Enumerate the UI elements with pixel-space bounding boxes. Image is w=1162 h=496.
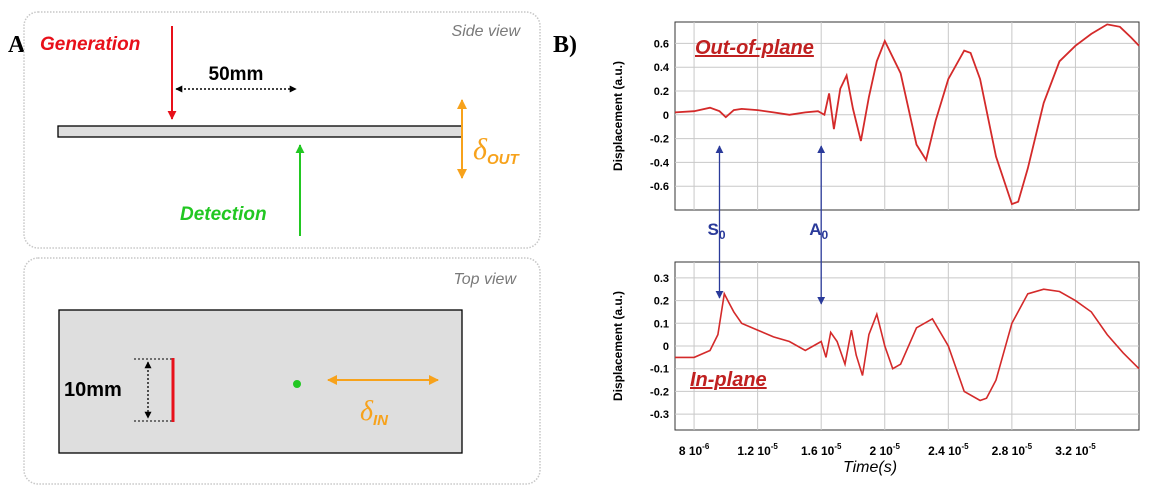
in-plane-yticks: 0.3 0.2 0.1 0 -0.1 -0.2 -0.3: [650, 273, 669, 421]
x-tick-label: 8 10-6: [679, 442, 710, 458]
y-tick-label: 0.6: [654, 38, 669, 50]
panel-a: A) Side view Generation 50mm δOUT Detect…: [8, 11, 541, 485]
delta-out-label: δOUT: [473, 133, 520, 168]
out-of-plane-title: Out-of-plane: [695, 37, 814, 59]
delta-in-label: δIN: [360, 396, 389, 429]
time-axis-ticks: 8 10-6 1.2 10-5 1.6 10-5 2 10-5 2.4 10-5 2.8 …: [679, 442, 1096, 458]
y-tick-label: 0.2: [654, 86, 669, 98]
x-tick-label: 1.6 10-5: [801, 442, 842, 458]
wave-markers: S0 A0: [707, 145, 828, 305]
in-plane-trace: [675, 288, 1140, 402]
y-tick-label: 0: [663, 110, 669, 122]
side-view-title: Side view: [452, 23, 522, 40]
y-tick-label: 0.4: [654, 62, 670, 74]
s0-label: S0: [707, 220, 725, 242]
y-tick-label: -0.4: [650, 157, 670, 169]
detection-point: [293, 380, 301, 388]
side-view: Side view Generation 50mm δOUT Detection: [23, 11, 541, 249]
top-view-title: Top view: [453, 271, 517, 288]
plate-side: [57, 125, 463, 138]
y-tick-label: 0.1: [654, 318, 669, 330]
out-of-plane-trace: [674, 23, 1140, 206]
y-tick-label: -0.6: [650, 181, 669, 193]
out-of-plane-plot-area: [674, 21, 1140, 211]
time-axis-label: Time(s): [843, 459, 897, 476]
detection-label: Detection: [180, 204, 267, 225]
x-tick-label: 1.2 10-5: [737, 442, 778, 458]
x-tick-label: 3.2 10-5: [1055, 442, 1096, 458]
x-tick-label: 2.4 10-5: [928, 442, 969, 458]
out-of-plane-yticks: 0.6 0.4 0.2 0 -0.2 -0.4 -0.6: [650, 38, 670, 193]
distance-label: 50mm: [209, 64, 264, 85]
generation-label: Generation: [40, 34, 140, 55]
y-tick-label: 0.3: [654, 273, 669, 285]
y-tick-label: 0: [663, 341, 669, 353]
y-tick-label: -0.2: [650, 386, 669, 398]
length-label: 10mm: [64, 379, 122, 401]
top-view: Top view 10mm δIN: [23, 257, 541, 485]
out-of-plane-chart: 0.6 0.4 0.2 0 -0.2 -0.4 -0.6 Out-of-plane Disp…: [611, 21, 1140, 211]
panel-b: B) 0.6 0.4 0.2 0 -0.2 -0.4 -0.6 Out-of-plane D…: [553, 21, 1140, 476]
panel-b-label: B): [553, 32, 577, 58]
out-of-plane-ylabel: Displacement (a.u.): [611, 61, 625, 171]
y-tick-label: -0.3: [650, 409, 669, 421]
in-plane-ylabel: Displacement (a.u.): [611, 291, 625, 401]
in-plane-title: In-plane: [690, 369, 767, 391]
x-tick-label: 2.8 10-5: [992, 442, 1033, 458]
out-of-plane-grid: [675, 22, 1139, 210]
a0-label: A0: [809, 220, 828, 242]
in-plane-chart: 0.3 0.2 0.1 0 -0.1 -0.2 -0.3 In-plane Displace…: [611, 261, 1140, 431]
y-tick-label: -0.1: [650, 364, 669, 376]
y-tick-label: 0.2: [654, 296, 669, 308]
x-tick-label: 2 10-5: [870, 442, 901, 458]
in-plane-grid: [675, 262, 1139, 430]
y-tick-label: -0.2: [650, 134, 669, 146]
